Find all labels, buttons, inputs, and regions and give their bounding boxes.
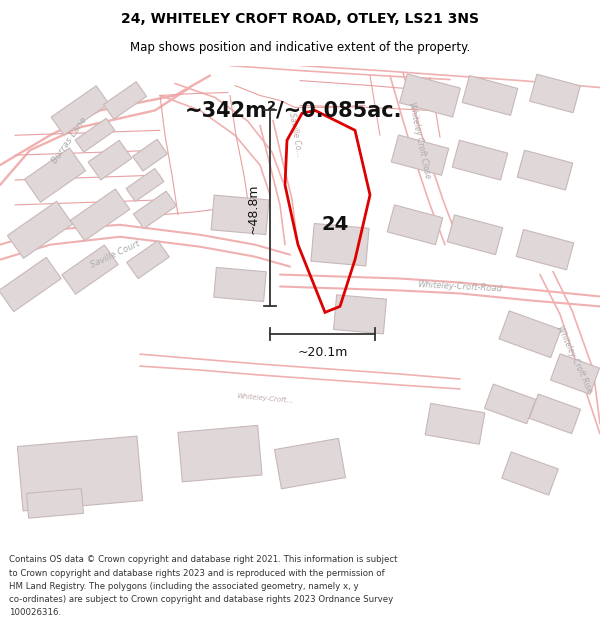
Polygon shape <box>462 76 518 116</box>
Polygon shape <box>51 86 109 135</box>
Text: ~342m²/~0.085ac.: ~342m²/~0.085ac. <box>185 101 403 121</box>
Polygon shape <box>75 118 115 152</box>
Text: to Crown copyright and database rights 2023 and is reproduced with the permissio: to Crown copyright and database rights 2… <box>9 569 385 578</box>
Polygon shape <box>0 258 61 312</box>
Polygon shape <box>334 295 386 334</box>
Polygon shape <box>484 384 536 424</box>
Text: 24: 24 <box>322 215 349 234</box>
Polygon shape <box>133 139 167 171</box>
Text: Saville Co…: Saville Co… <box>287 112 304 158</box>
Polygon shape <box>103 82 146 119</box>
Text: Whiteley-Croft-Road: Whiteley-Croft-Road <box>418 280 503 293</box>
Text: HM Land Registry. The polygons (including the associated geometry, namely x, y: HM Land Registry. The polygons (includin… <box>9 582 359 591</box>
Polygon shape <box>275 438 346 489</box>
Polygon shape <box>311 224 369 266</box>
Polygon shape <box>133 191 176 229</box>
Polygon shape <box>178 426 262 482</box>
Polygon shape <box>211 195 269 234</box>
Text: co-ordinates) are subject to Crown copyright and database rights 2023 Ordnance S: co-ordinates) are subject to Crown copyr… <box>9 595 393 604</box>
Text: Map shows position and indicative extent of the property.: Map shows position and indicative extent… <box>130 41 470 54</box>
Polygon shape <box>530 74 580 112</box>
Polygon shape <box>387 205 443 245</box>
Polygon shape <box>499 311 561 358</box>
Text: 100026316.: 100026316. <box>9 609 61 618</box>
Polygon shape <box>62 245 118 294</box>
Polygon shape <box>447 215 503 254</box>
Polygon shape <box>7 201 73 258</box>
Polygon shape <box>17 436 143 511</box>
Polygon shape <box>391 135 449 176</box>
Polygon shape <box>88 141 132 180</box>
Polygon shape <box>126 169 164 201</box>
Polygon shape <box>400 74 460 117</box>
Polygon shape <box>70 189 130 241</box>
Polygon shape <box>550 354 599 394</box>
Polygon shape <box>517 150 573 190</box>
Polygon shape <box>25 148 86 202</box>
Polygon shape <box>516 229 574 270</box>
Text: Contains OS data © Crown copyright and database right 2021. This information is : Contains OS data © Crown copyright and d… <box>9 555 398 564</box>
Text: Whiteley-Croft…: Whiteley-Croft… <box>236 393 294 404</box>
Text: Whiteley Croft Close: Whiteley Croft Close <box>407 101 433 179</box>
Polygon shape <box>127 241 169 279</box>
Text: Burras Lane: Burras Lane <box>51 116 89 165</box>
Polygon shape <box>425 403 485 444</box>
Polygon shape <box>529 394 581 434</box>
Text: ~20.1m: ~20.1m <box>298 346 347 359</box>
Polygon shape <box>502 452 558 495</box>
Polygon shape <box>26 489 83 518</box>
Text: ~48.8m: ~48.8m <box>247 183 260 234</box>
Polygon shape <box>214 268 266 301</box>
Text: 24, WHITELEY CROFT ROAD, OTLEY, LS21 3NS: 24, WHITELEY CROFT ROAD, OTLEY, LS21 3NS <box>121 12 479 26</box>
Text: Whiteley Croft Rise: Whiteley Croft Rise <box>556 324 595 394</box>
Polygon shape <box>452 140 508 180</box>
Text: Saville Court: Saville Court <box>89 239 141 270</box>
